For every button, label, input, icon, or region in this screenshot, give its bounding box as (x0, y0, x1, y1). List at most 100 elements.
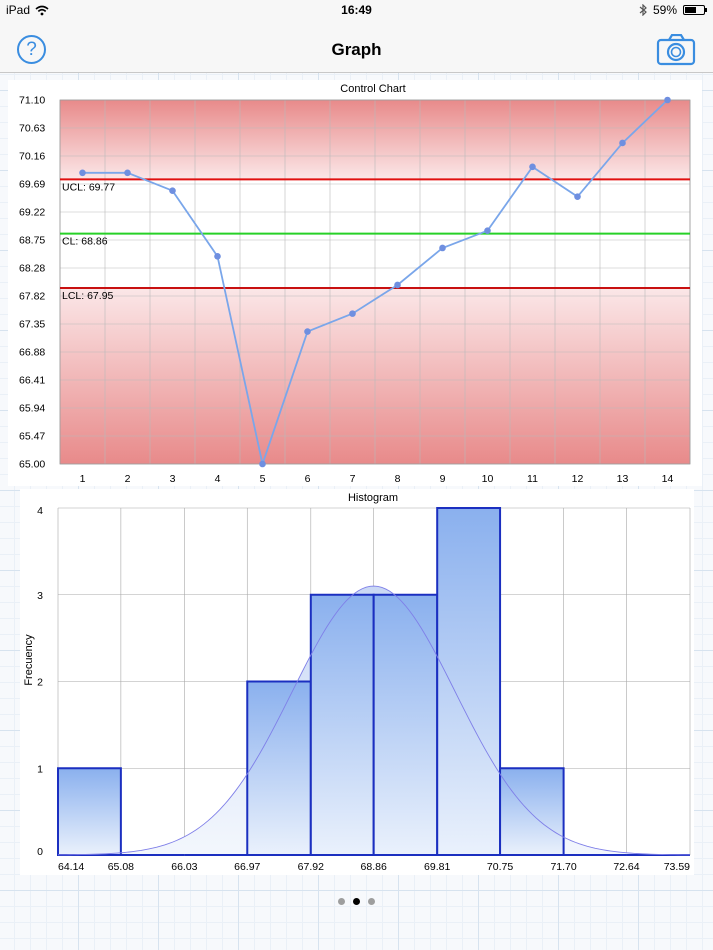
page-title: Graph (331, 40, 382, 59)
camera-button[interactable] (656, 33, 696, 66)
control-chart-panel: Control Chart 71.10 70.63 70.16 69.69 69.22 6… (8, 80, 702, 486)
page-dot[interactable] (353, 898, 360, 905)
bluetooth-icon (639, 4, 647, 16)
x-tick-label: 3 (170, 473, 176, 485)
cl-label: CL: 68.86 (62, 236, 108, 248)
normal-curve (57, 585, 691, 856)
x-tick-label: 70.75 (487, 861, 513, 873)
x-tick-label: 69.81 (424, 861, 450, 873)
y-tick-label: 1 (37, 763, 43, 775)
x-tick-label: 66.03 (171, 861, 197, 873)
x-tick-label: 1 (80, 473, 86, 485)
y-tick-label: 69.22 (19, 207, 45, 219)
x-tick-label: 4 (215, 473, 221, 485)
plot-border (59, 99, 691, 465)
lcl-label: LCL: 67.95 (62, 290, 114, 302)
y-tick-label: 70.16 (19, 151, 45, 163)
page-dot[interactable] (338, 898, 345, 905)
x-tick-label: 7 (350, 473, 356, 485)
camera-icon (656, 33, 696, 66)
y-tick-label: 0 (37, 846, 43, 858)
control-chart: Control Chart 71.10 70.63 70.16 69.69 69.22 6… (19, 83, 691, 485)
histogram-y-ticks: 0 1 2 3 4 (37, 505, 43, 858)
x-tick-label: 73.59 (664, 861, 690, 873)
x-tick-label: 9 (440, 473, 446, 485)
page-dot[interactable] (368, 898, 375, 905)
battery-percent: 59% (652, 3, 677, 17)
histogram-chart: Histogram Frecuency 0 1 2 3 4 64.14 65.08 66.0… (23, 492, 691, 873)
x-tick-label: 72.64 (613, 861, 639, 873)
y-tick-label: 67.35 (19, 319, 45, 331)
data-point (529, 163, 536, 171)
data-point (304, 328, 311, 335)
device-label: iPad (6, 3, 31, 17)
wifi-icon (35, 5, 49, 15)
y-tick-label: 3 (37, 590, 43, 602)
y-tick-label: 69.69 (19, 179, 45, 191)
y-tick-label: 65.94 (19, 403, 45, 415)
y-tick-label: 70.63 (19, 123, 45, 135)
data-point (214, 253, 221, 260)
histogram-y-label: Frecuency (23, 634, 35, 686)
histogram-bar (246, 680, 312, 856)
y-tick-label: 4 (37, 505, 43, 517)
x-tick-label: 8 (395, 473, 401, 485)
y-tick-label: 71.10 (19, 95, 45, 107)
x-tick-label: 65.08 (108, 861, 134, 873)
histogram-panel: Histogram Frecuency 0 1 2 3 4 64.14 65.08 66.0… (20, 489, 694, 875)
x-tick-label: 2 (125, 473, 131, 485)
navigation-bar: ? Graph (0, 20, 713, 73)
data-point (439, 244, 446, 252)
data-point (664, 96, 671, 104)
measurement-line (82, 99, 669, 468)
x-tick-label: 14 (662, 473, 674, 485)
status-bar: iPad 16:49 59% (0, 0, 713, 20)
page-indicator[interactable] (0, 898, 713, 905)
clock: 16:49 (341, 3, 372, 17)
data-point (484, 227, 491, 234)
ucl-label: UCL: 69.77 (62, 181, 115, 193)
data-point (79, 169, 86, 177)
histogram-bar (499, 767, 565, 856)
x-tick-label: 64.14 (58, 861, 84, 873)
histogram-title: Histogram (348, 492, 398, 504)
control-chart-x-ticks: 1 2 3 4 5 6 7 8 9 10 11 12 13 14 (80, 473, 674, 485)
control-chart-grid (59, 99, 691, 465)
help-button[interactable]: ? (17, 35, 46, 64)
x-tick-label: 5 (260, 473, 266, 485)
control-chart-y-ticks: 71.10 70.63 70.16 69.69 69.22 68.75 68.28 67.82… (19, 95, 45, 471)
data-point (394, 281, 401, 289)
x-tick-label: 66.97 (234, 861, 260, 873)
y-tick-label: 68.75 (19, 235, 45, 247)
x-tick-label: 71.70 (550, 861, 576, 873)
y-tick-label: 65.47 (19, 431, 45, 443)
histogram-x-ticks: 64.14 65.08 66.03 66.97 67.92 68.86 69.81 70.75… (58, 861, 690, 873)
measurement-points (79, 96, 671, 468)
data-point (259, 460, 266, 468)
y-tick-label: 68.28 (19, 263, 45, 275)
data-point (574, 193, 581, 200)
histogram-bar (372, 593, 439, 856)
histogram-bar (57, 767, 122, 856)
y-tick-label: 65.00 (19, 459, 45, 471)
battery-icon (683, 5, 707, 15)
x-tick-label: 68.86 (361, 861, 387, 873)
control-chart-title: Control Chart (340, 83, 405, 95)
x-tick-label: 11 (527, 473, 538, 485)
y-tick-label: 66.88 (19, 347, 45, 359)
histogram-bar (309, 593, 375, 856)
y-tick-label: 2 (37, 677, 43, 689)
y-tick-label: 66.41 (19, 375, 45, 387)
question-circle-icon: ? (26, 39, 37, 60)
x-tick-label: 13 (617, 473, 629, 485)
x-tick-label: 10 (482, 473, 494, 485)
data-point (619, 139, 626, 147)
data-point (124, 169, 131, 177)
data-point (349, 310, 356, 317)
histogram-bar (436, 507, 502, 856)
x-tick-label: 12 (572, 473, 584, 485)
histogram-bars (57, 507, 690, 856)
x-tick-label: 67.92 (298, 861, 324, 873)
y-tick-label: 67.82 (19, 291, 45, 303)
x-tick-label: 6 (305, 473, 311, 485)
